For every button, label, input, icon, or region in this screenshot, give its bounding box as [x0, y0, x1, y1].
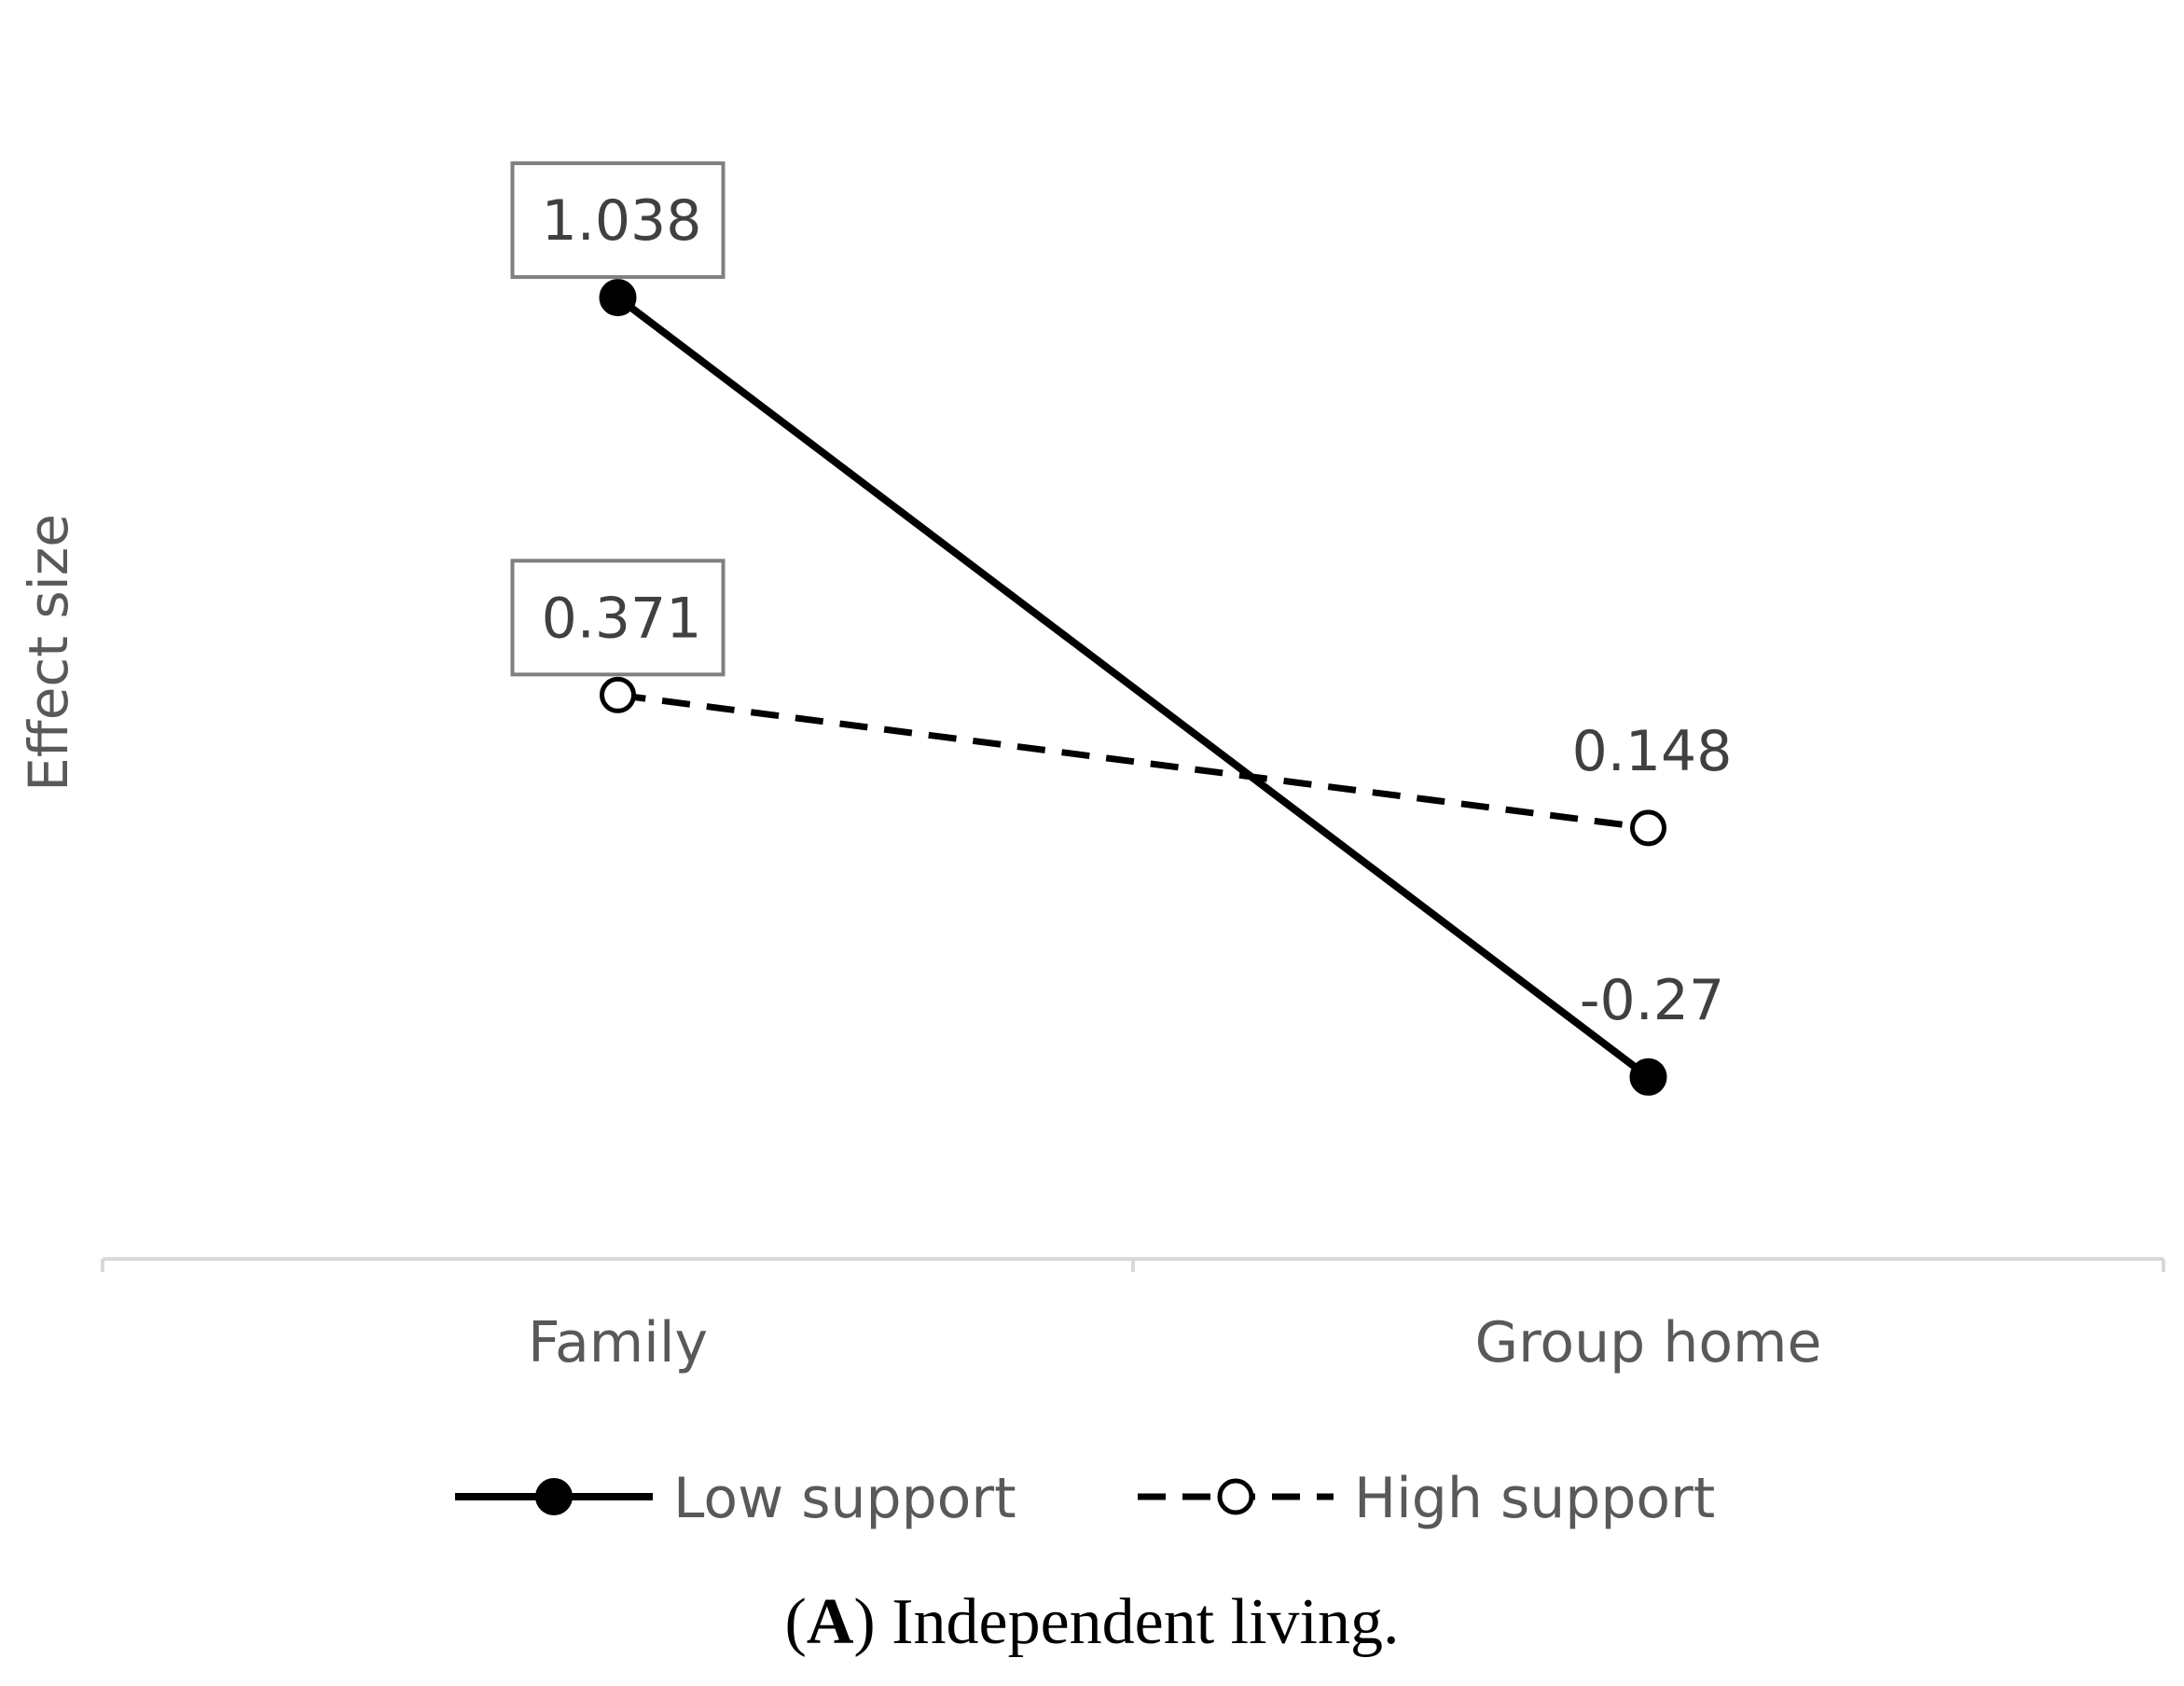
- data-label: -0.27: [1580, 968, 1724, 1033]
- caption-text: Independent living.: [892, 1586, 1400, 1658]
- legend-label: Low support: [673, 1466, 1016, 1531]
- y-axis-label: Effect size: [17, 514, 80, 792]
- x-tick-labels: Family Group home: [528, 1310, 1821, 1375]
- data-labels: 1.038 -0.27 0.371 0.148: [510, 161, 1733, 1033]
- data-point: [599, 279, 637, 317]
- legend-marker: [535, 1478, 573, 1515]
- data-label: 1.038: [542, 188, 702, 254]
- series-line-0: [615, 294, 1651, 1081]
- data-label: 0.371: [542, 586, 702, 651]
- legend-item-0: Low support: [455, 1466, 1016, 1531]
- figure-caption: (A) Independent living.: [784, 1586, 1400, 1658]
- legend-marker: [1217, 1478, 1254, 1515]
- data-label-box: [510, 559, 726, 677]
- series-markers: [599, 279, 1667, 1096]
- data-label-box: [510, 161, 726, 280]
- x-axis: [101, 1257, 2165, 1272]
- series-lines: [615, 294, 1651, 1081]
- data-point: [600, 676, 636, 713]
- x-tick-label: Group home: [1475, 1310, 1822, 1375]
- legend-label: High support: [1354, 1466, 1715, 1531]
- caption-letter: A: [806, 1586, 854, 1658]
- data-point: [1630, 809, 1666, 847]
- data-point: [1629, 1057, 1667, 1096]
- series-line-1: [617, 691, 1649, 832]
- legend-item-1: High support: [1138, 1466, 1715, 1531]
- chart-svg: Effect size 1.038 -0.27 0.371 0.148 Family G…: [17, 161, 2165, 1531]
- data-label: 0.148: [1572, 719, 1733, 784]
- x-tick-label: Family: [528, 1310, 708, 1375]
- legend: Low support High support: [455, 1466, 1715, 1531]
